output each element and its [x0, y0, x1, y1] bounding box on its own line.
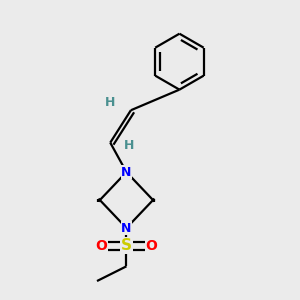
Text: H: H — [124, 139, 135, 152]
Text: H: H — [105, 96, 116, 110]
Text: O: O — [146, 239, 158, 253]
Text: N: N — [121, 166, 132, 178]
Text: O: O — [95, 239, 107, 253]
Text: N: N — [121, 221, 132, 235]
Text: S: S — [121, 238, 132, 253]
